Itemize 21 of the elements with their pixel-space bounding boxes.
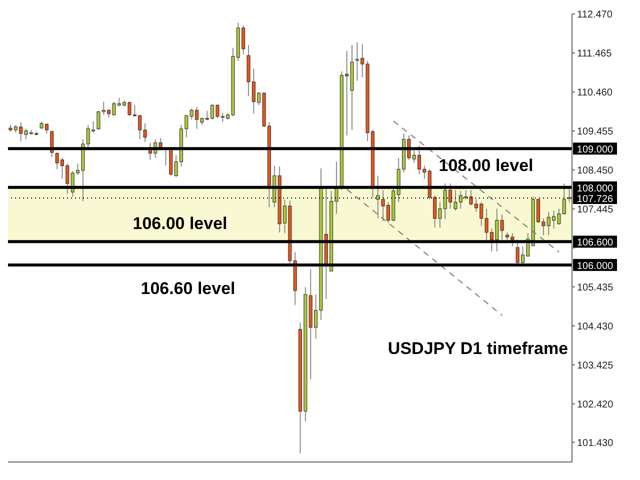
y-tick-label: 103.425 bbox=[577, 360, 614, 372]
annotation: 106.00 level bbox=[132, 214, 228, 234]
y-tick-label: 107.445 bbox=[577, 204, 614, 216]
annotation: 106.60 level bbox=[140, 279, 236, 299]
ref-line-label: 106.600 bbox=[576, 238, 614, 249]
y-tick-label: 112.470 bbox=[577, 10, 613, 21]
ref-line-label: 109.000 bbox=[576, 144, 614, 156]
annotation: 108.00 level bbox=[438, 156, 534, 176]
ref-line-label: 107.726 bbox=[576, 194, 614, 206]
y-tick-label: 109.455 bbox=[577, 126, 614, 138]
candlestick bbox=[568, 188, 572, 203]
y-tick-label: 101.430 bbox=[577, 438, 614, 449]
ref-line-label: 106.000 bbox=[576, 260, 614, 272]
y-tick-label: 104.430 bbox=[577, 321, 614, 332]
y-tick-label: 110.460 bbox=[577, 88, 613, 99]
y-tick-label: 108.450 bbox=[577, 165, 614, 176]
y-tick-label: 111.465 bbox=[577, 48, 612, 60]
ref-line-label: 108.000 bbox=[576, 183, 614, 194]
annotation: USDJPY D1 timeframe bbox=[388, 339, 568, 359]
y-tick-label: 102.420 bbox=[577, 399, 614, 410]
y-tick-label: 105.435 bbox=[577, 282, 614, 294]
